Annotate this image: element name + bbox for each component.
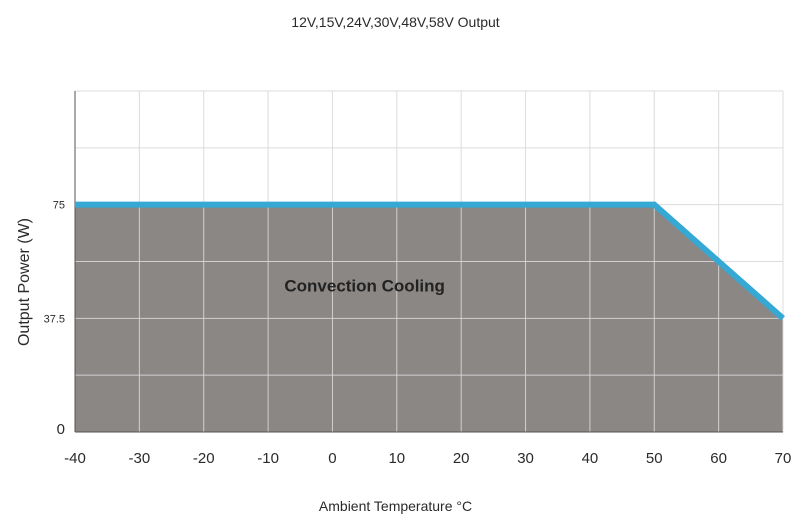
x-tick-label: 40 (582, 450, 599, 467)
x-axis-label: Ambient Temperature °C (318, 498, 473, 514)
x-tick-label: -40 (64, 450, 86, 467)
series-line (75, 201, 785, 321)
x-tick-label: 0 (328, 450, 336, 467)
x-tick-label: 30 (517, 450, 534, 467)
x-tick-label: 50 (646, 450, 663, 467)
x-tick-label: -10 (257, 450, 279, 467)
y-tick-label: 37.5 (44, 313, 65, 325)
y-tick-label: 75 (53, 200, 65, 212)
annotation-convection-cooling: Convection Cooling (284, 277, 445, 296)
x-tick-label: 10 (388, 450, 405, 467)
x-tick-label: 70 (775, 450, 791, 467)
chart-title: 12V,15V,24V,30V,48V,58V Output (291, 14, 500, 30)
x-tick-label: 60 (710, 450, 727, 467)
y-tick-label: 0 (57, 421, 65, 438)
x-tick-label: 20 (453, 450, 470, 467)
x-tick-label: -20 (193, 450, 215, 467)
x-tick-label: -30 (129, 450, 151, 467)
